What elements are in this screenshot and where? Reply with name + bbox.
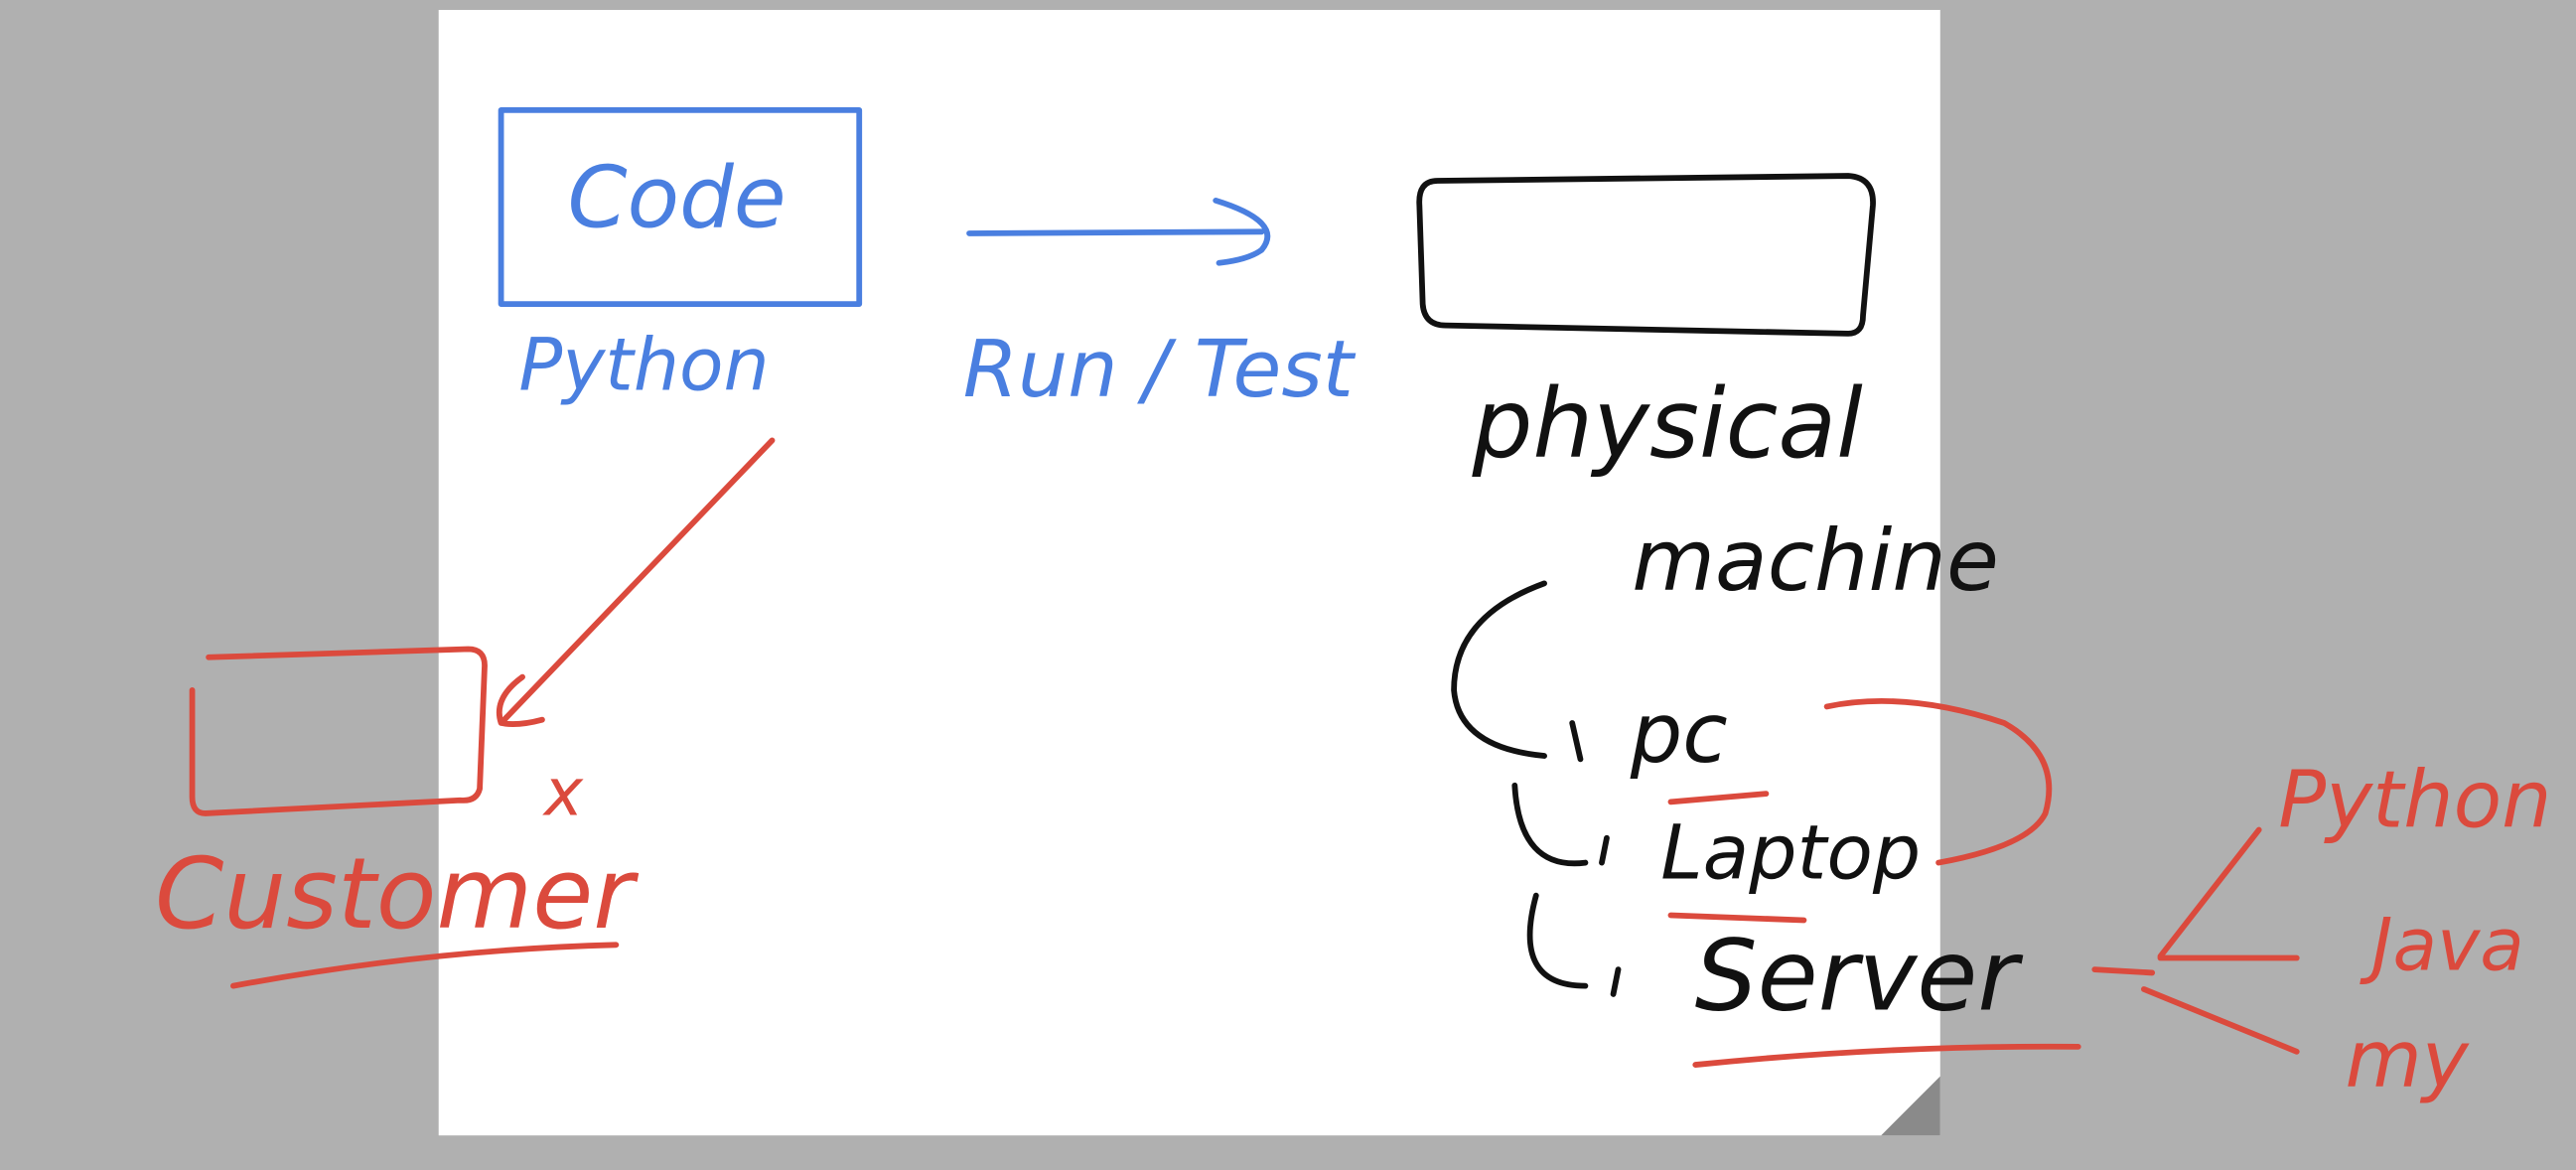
language: Java: [2360, 903, 2524, 987]
machine-type: pc: [1630, 685, 1728, 782]
machine-label-2: machine: [1632, 512, 1999, 611]
customer-box: [189, 646, 488, 816]
customer-arrow: [496, 437, 776, 727]
machine-label-1: physical: [1471, 368, 1863, 480]
machine-type: Laptop: [1660, 808, 1921, 897]
arrow-label: Run / Test: [963, 323, 1357, 415]
customer-label: Customer: [155, 837, 639, 951]
language-branches: [2091, 826, 2300, 1055]
language: my: [2345, 1013, 2469, 1105]
page-sheet: [438, 9, 1940, 1136]
language: Python: [2278, 754, 2551, 846]
machine-type: Server: [1695, 920, 2024, 1034]
machine-box: [1416, 173, 1876, 337]
machine-brace: [1451, 580, 1622, 997]
code-language: Python: [518, 323, 769, 407]
annotation-lines: [1667, 698, 2081, 1068]
customer-mark: x: [542, 754, 584, 830]
code-label: Code: [567, 149, 786, 248]
code-box: [498, 107, 863, 308]
arrow: [966, 197, 1270, 266]
customer-underline: [230, 942, 620, 989]
